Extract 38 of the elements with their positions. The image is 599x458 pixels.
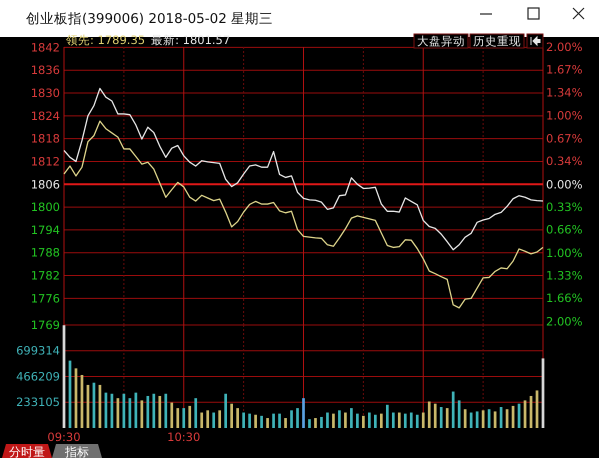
text: 指标 xyxy=(64,445,89,458)
text: 领先: 1789.35 xyxy=(66,33,146,47)
x-tick-label: 09:30 xyxy=(47,430,81,444)
y2-tick-label: 1.67% xyxy=(546,62,583,77)
y2-tick-label: 1.34% xyxy=(546,85,583,100)
y2-tick-label: 0.33% xyxy=(546,200,583,214)
x-tick-label: 10:30 xyxy=(167,430,200,444)
y-tick-label: 1818 xyxy=(30,132,60,146)
y-tick-label: 233105 xyxy=(16,395,60,410)
y-tick-label: 1812 xyxy=(30,154,60,168)
y-tick-label: 699314 xyxy=(16,344,60,358)
text: 分时量 xyxy=(9,445,45,458)
y-tick-label: 1806 xyxy=(30,177,60,192)
y-tick-label: 1836 xyxy=(30,63,60,78)
annotation: 历史重现 xyxy=(473,34,521,48)
text: 最新: 1801.57 xyxy=(151,33,230,47)
y2-tick-label: 2.00% xyxy=(546,314,583,329)
y2-tick-label: 1.66% xyxy=(546,291,583,306)
y-tick-label: 1794 xyxy=(30,222,60,237)
y-tick-label: 1782 xyxy=(30,268,60,283)
y-tick-label: 1769 xyxy=(30,318,60,332)
y2-tick-label: 0.66% xyxy=(546,222,583,237)
y2-tick-label: 0.00% xyxy=(546,177,583,192)
y-tick-label: 1776 xyxy=(30,291,60,306)
y-tick-label: 1830 xyxy=(30,86,60,100)
annotation: 大盘异动 xyxy=(417,34,465,48)
y-tick-label: 1842 xyxy=(30,40,60,54)
chart-title: 创业板指(399006) 2018-05-02 星期三 xyxy=(26,11,274,27)
y-tick-label: 1824 xyxy=(30,108,60,123)
y2-tick-label: 1.00% xyxy=(546,246,583,260)
y-tick-label: 466209 xyxy=(16,370,60,384)
y-tick-label: 1800 xyxy=(30,200,60,214)
y2-tick-label: 1.00% xyxy=(546,108,583,123)
y2-tick-label: 2.00% xyxy=(546,40,583,54)
y-tick-label: 1788 xyxy=(30,246,60,260)
y2-tick-label: 0.34% xyxy=(546,154,583,168)
y2-tick-label: 0.67% xyxy=(546,131,583,146)
y2-tick-label: 1.33% xyxy=(546,268,583,283)
